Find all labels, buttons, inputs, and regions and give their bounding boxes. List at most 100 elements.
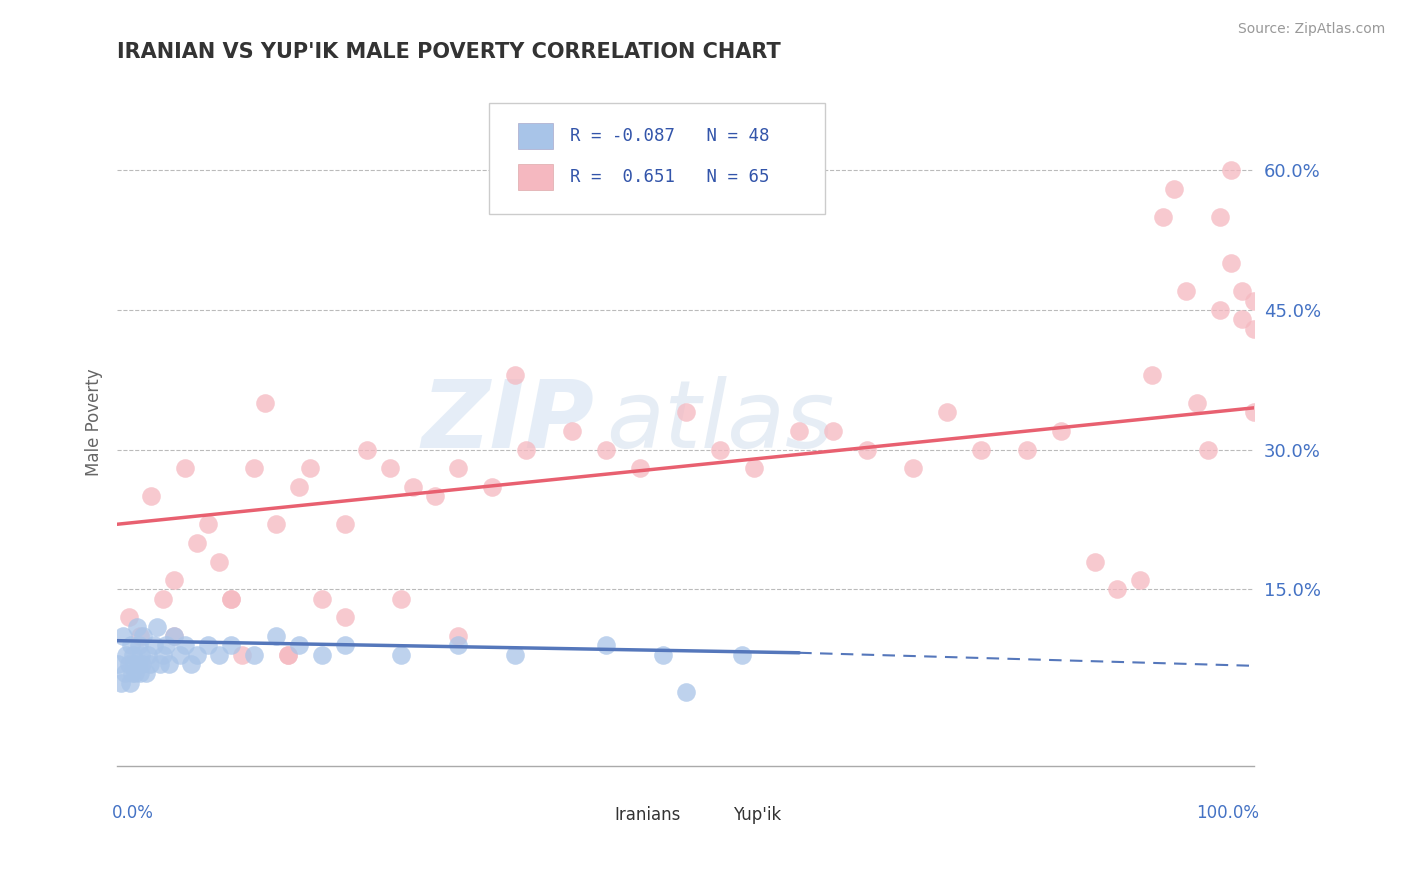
- Point: [197, 638, 219, 652]
- Point: [120, 638, 142, 652]
- Point: [970, 442, 993, 457]
- Point: [675, 405, 697, 419]
- Point: [127, 657, 149, 671]
- Text: R = -0.087   N = 48: R = -0.087 N = 48: [569, 127, 769, 145]
- Point: [1049, 424, 1071, 438]
- Point: [481, 480, 503, 494]
- Point: [117, 610, 139, 624]
- Point: [333, 638, 356, 652]
- Point: [117, 657, 139, 671]
- Point: [1232, 285, 1254, 299]
- FancyBboxPatch shape: [709, 806, 728, 823]
- Point: [1152, 210, 1174, 224]
- Point: [163, 629, 186, 643]
- Point: [125, 620, 148, 634]
- Point: [333, 610, 356, 624]
- Point: [1174, 285, 1197, 299]
- Point: [129, 648, 152, 662]
- Point: [163, 573, 186, 587]
- Point: [121, 666, 143, 681]
- Point: [311, 591, 333, 606]
- Point: [901, 461, 924, 475]
- Point: [122, 657, 145, 671]
- Point: [242, 461, 264, 475]
- Point: [141, 489, 163, 503]
- Text: ZIP: ZIP: [422, 376, 595, 467]
- Point: [447, 638, 470, 652]
- Point: [231, 648, 253, 662]
- Point: [1209, 303, 1232, 318]
- FancyBboxPatch shape: [589, 806, 609, 823]
- Text: Yup'ik: Yup'ik: [734, 805, 782, 823]
- Point: [155, 638, 177, 652]
- Point: [219, 591, 242, 606]
- Point: [159, 657, 181, 671]
- Point: [1232, 312, 1254, 326]
- Point: [675, 685, 697, 699]
- Point: [277, 648, 299, 662]
- Point: [180, 657, 202, 671]
- Point: [139, 657, 162, 671]
- Text: atlas: atlas: [606, 376, 834, 467]
- Text: Source: ZipAtlas.com: Source: ZipAtlas.com: [1237, 22, 1385, 37]
- Point: [503, 368, 526, 383]
- Point: [122, 648, 145, 662]
- Point: [163, 629, 186, 643]
- Point: [515, 442, 537, 457]
- Point: [731, 648, 754, 662]
- Point: [1243, 405, 1265, 419]
- Point: [114, 666, 136, 681]
- Point: [1163, 182, 1185, 196]
- Point: [1015, 442, 1038, 457]
- Point: [107, 657, 129, 671]
- Point: [186, 536, 208, 550]
- Point: [174, 461, 197, 475]
- Point: [142, 638, 165, 652]
- Text: 0.0%: 0.0%: [111, 805, 153, 822]
- Point: [124, 666, 146, 681]
- Point: [186, 648, 208, 662]
- Point: [129, 629, 152, 643]
- Point: [402, 480, 425, 494]
- Point: [169, 648, 191, 662]
- Point: [266, 517, 288, 532]
- Point: [132, 629, 155, 643]
- Point: [651, 648, 673, 662]
- Point: [136, 648, 159, 662]
- Point: [1107, 582, 1129, 597]
- Point: [311, 648, 333, 662]
- Point: [242, 648, 264, 662]
- Point: [425, 489, 447, 503]
- Point: [288, 480, 311, 494]
- Point: [208, 648, 231, 662]
- Point: [356, 442, 378, 457]
- Point: [1220, 256, 1243, 270]
- Point: [1185, 396, 1208, 410]
- Point: [1243, 293, 1265, 308]
- Point: [742, 461, 765, 475]
- Point: [253, 396, 276, 410]
- FancyBboxPatch shape: [519, 164, 553, 190]
- Point: [208, 554, 231, 568]
- Point: [219, 638, 242, 652]
- Point: [197, 517, 219, 532]
- Point: [709, 442, 731, 457]
- Point: [131, 657, 153, 671]
- Point: [277, 648, 299, 662]
- Point: [135, 666, 157, 681]
- Point: [174, 638, 197, 652]
- Text: R =  0.651   N = 65: R = 0.651 N = 65: [569, 168, 769, 186]
- Y-axis label: Male Poverty: Male Poverty: [86, 368, 103, 475]
- Point: [1197, 442, 1219, 457]
- Point: [856, 442, 879, 457]
- Point: [1084, 554, 1107, 568]
- Point: [266, 629, 288, 643]
- FancyBboxPatch shape: [519, 123, 553, 149]
- Point: [1209, 210, 1232, 224]
- Text: 100.0%: 100.0%: [1197, 805, 1260, 822]
- Point: [333, 517, 356, 532]
- Text: IRANIAN VS YUP'IK MALE POVERTY CORRELATION CHART: IRANIAN VS YUP'IK MALE POVERTY CORRELATI…: [117, 42, 780, 62]
- Point: [389, 591, 412, 606]
- Point: [378, 461, 401, 475]
- Point: [110, 675, 132, 690]
